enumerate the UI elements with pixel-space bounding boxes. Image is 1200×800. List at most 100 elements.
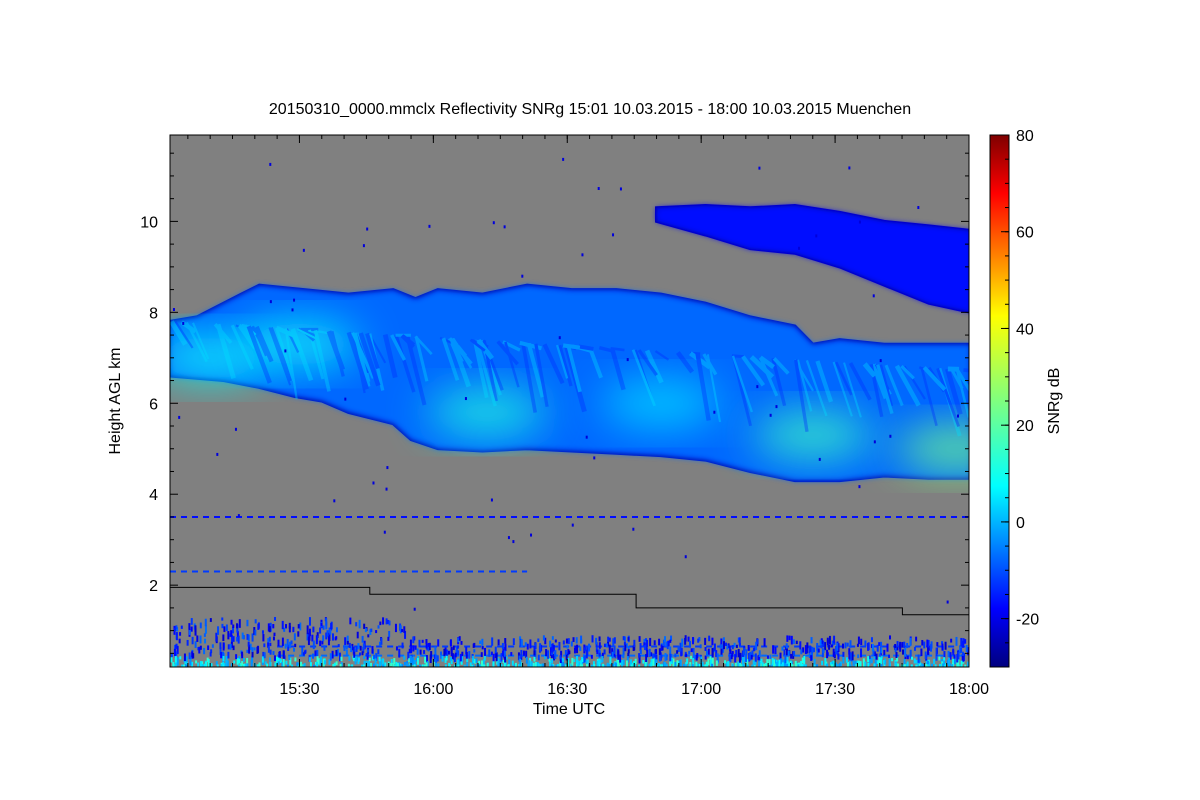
noise-dot	[862, 658, 865, 664]
noise-dot	[362, 646, 365, 653]
noise-dot	[691, 664, 694, 667]
noise-dot	[292, 626, 295, 633]
noise-dot	[194, 641, 197, 649]
noise-dot	[542, 663, 545, 667]
noise-dot	[367, 634, 370, 638]
noise-dot	[571, 657, 574, 666]
speckle	[815, 234, 818, 238]
noise-dot	[230, 663, 233, 667]
fall-streak	[869, 363, 884, 418]
fall-streak	[250, 325, 273, 361]
noise-dot	[455, 664, 458, 667]
noise-dot	[537, 638, 540, 642]
noise-dot	[320, 622, 323, 626]
speckle	[385, 487, 388, 491]
noise-dot	[962, 640, 965, 648]
fall-streak	[675, 351, 695, 374]
noise-dot	[632, 645, 635, 652]
noise-dot	[733, 642, 736, 648]
noise-dot	[552, 653, 555, 661]
noise-dot	[560, 660, 563, 667]
noise-dot	[481, 646, 484, 650]
noise-dot	[758, 650, 761, 657]
cloud-core-4	[752, 413, 873, 458]
noise-dot	[857, 654, 860, 659]
noise-dot	[772, 659, 775, 667]
noise-dot	[199, 661, 202, 667]
fall-streak	[920, 367, 938, 427]
noise-dot	[190, 618, 193, 625]
fall-streak	[215, 323, 236, 379]
noise-dot	[346, 635, 349, 645]
noise-dot	[206, 657, 209, 663]
noise-dot	[942, 663, 945, 667]
noise-dot	[453, 664, 456, 667]
noise-dot	[643, 642, 646, 646]
noise-dot	[551, 636, 554, 640]
noise-dot	[539, 643, 542, 652]
y-tick-label: 4	[149, 487, 158, 504]
noise-dot	[684, 635, 687, 642]
fall-streak	[238, 324, 258, 350]
noise-dot	[906, 655, 909, 660]
noise-dot	[916, 664, 919, 667]
noise-dot	[738, 654, 741, 663]
noise-dot	[833, 660, 836, 667]
noise-dot	[362, 643, 365, 650]
noise-dot	[653, 640, 656, 646]
noise-dot	[728, 645, 731, 652]
noise-dot	[387, 619, 390, 625]
noise-dot	[355, 646, 358, 652]
noise-dot	[174, 662, 177, 667]
noise-dot	[264, 661, 267, 665]
noise-dot	[888, 654, 891, 658]
noise-dot	[246, 633, 249, 640]
noise-dot	[808, 645, 811, 654]
noise-dot	[172, 662, 175, 667]
noise-dot	[358, 619, 361, 629]
noise-dot	[886, 643, 889, 652]
noise-dot	[831, 664, 834, 667]
fall-streak	[476, 338, 495, 360]
fall-streak	[296, 328, 318, 340]
noise-dot	[401, 664, 404, 667]
noise-dot	[503, 662, 506, 667]
noise-dot	[308, 617, 311, 626]
fall-streak	[290, 328, 314, 382]
noise-dot	[475, 658, 478, 663]
noise-dot	[363, 660, 366, 666]
speckle	[612, 233, 615, 237]
fall-streak	[230, 324, 254, 370]
noise-dot	[513, 664, 516, 667]
noise-dot	[324, 660, 327, 665]
noise-dot	[319, 627, 322, 634]
noise-dot	[393, 658, 396, 664]
noise-dot	[550, 648, 553, 653]
noise-dot	[699, 644, 702, 649]
noise-dot	[290, 640, 293, 645]
noise-dot	[229, 643, 232, 650]
noise-dot	[741, 650, 744, 659]
noise-dot	[909, 637, 912, 647]
noise-dot	[939, 663, 942, 667]
fall-streak	[587, 346, 603, 379]
speckle	[632, 527, 635, 531]
noise-dot	[436, 655, 439, 662]
speckle	[858, 485, 861, 489]
noise-dot	[863, 660, 866, 667]
noise-dot	[482, 659, 485, 665]
noise-dot	[812, 647, 815, 653]
noise-dot	[316, 655, 319, 664]
noise-dot	[891, 658, 894, 662]
noise-dot	[501, 650, 504, 657]
noise-dot	[915, 660, 918, 664]
noise-dot	[447, 650, 450, 655]
noise-dot	[662, 639, 665, 646]
speckle	[756, 385, 759, 389]
fall-streak	[555, 344, 569, 379]
noise-dot	[724, 660, 727, 664]
noise-dot	[598, 653, 601, 661]
noise-dot	[884, 658, 887, 665]
noise-dot	[267, 623, 270, 632]
speckle	[464, 397, 467, 401]
